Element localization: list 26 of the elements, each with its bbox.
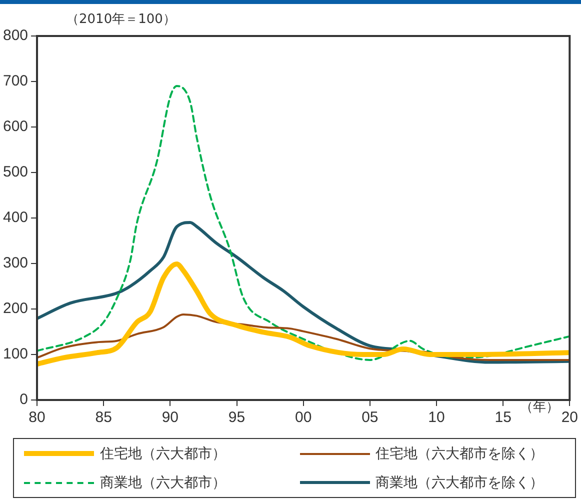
legend-label: 住宅地（六大都市を除く） [376, 444, 544, 462]
x-tick-label: 85 [95, 409, 112, 426]
y-tick-label: 400 [2, 209, 28, 226]
x-tick-label: 00 [295, 409, 312, 426]
line-series [37, 85, 570, 361]
y-tick-label: 500 [2, 164, 28, 181]
x-tick-label: 15 [494, 409, 512, 426]
y-tick-label: 600 [2, 118, 28, 136]
x-tick-label: 90 [162, 409, 179, 426]
y-tick-label: 200 [2, 300, 28, 318]
y-axis-title: （2010年＝100） [66, 11, 176, 28]
y-tick-label: 300 [2, 254, 28, 272]
legend-label: 商業地（六大都市を除く） [376, 474, 544, 492]
x-tick-label: 80 [28, 409, 46, 426]
x-tick-label: 05 [362, 409, 378, 426]
x-tick-label: 95 [228, 409, 246, 426]
x-axis-title: （年） [520, 399, 559, 416]
y-tick-label: 700 [2, 72, 28, 90]
legend-label: 商業地（六大都市） [100, 474, 226, 492]
y-tick-label: 0 [20, 391, 28, 408]
y-tick-label: 100 [2, 346, 28, 363]
x-tick-label: 20 [561, 409, 578, 426]
y-tick-label: 800 [2, 27, 28, 44]
legend-label: 住宅地（六大都市） [100, 444, 226, 462]
line-series [37, 313, 570, 361]
x-tick-label: 10 [428, 409, 445, 426]
